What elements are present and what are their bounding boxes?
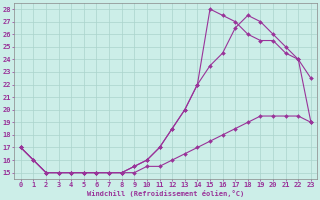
X-axis label: Windchill (Refroidissement éolien,°C): Windchill (Refroidissement éolien,°C) [87,190,244,197]
